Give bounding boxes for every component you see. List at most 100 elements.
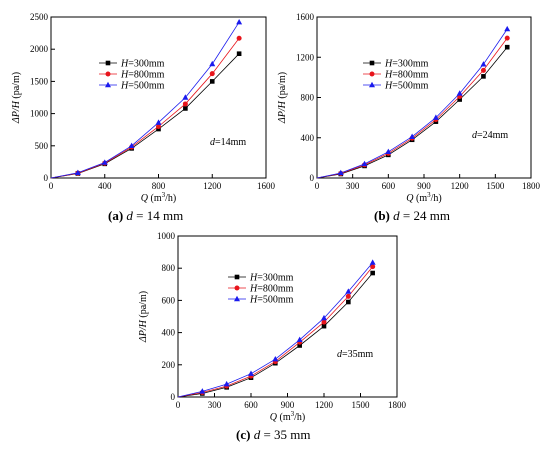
chart-b-ytick-label-1: 400 <box>301 133 315 143</box>
chart-c-series-2-point-3 <box>248 370 254 376</box>
chart-b-xtick-label-0: 0 <box>315 181 320 191</box>
chart-c-legend-marker-0 <box>234 274 240 280</box>
chart-c-ytick-label-4: 800 <box>162 263 176 273</box>
chart-a-annotation-text: =14mm <box>215 137 246 148</box>
chart-c-annotation-text: =35mm <box>342 349 373 360</box>
chart-b-legend-var-2: H <box>384 81 393 92</box>
chart-a-legend-label-1: H=800mm <box>120 70 165 81</box>
chart-a-series-2-point-3 <box>128 142 135 148</box>
chart-a-series-2-line <box>50 21 240 179</box>
chart-b-legend-item-1: H=800mm <box>363 70 429 81</box>
chart-c-series-2-point-6 <box>321 314 327 321</box>
chart-a-series-2-point-6 <box>209 60 216 67</box>
chart-b-xlabel-sup: 3 <box>427 191 431 199</box>
chart-b-series-2-point-6 <box>456 90 463 96</box>
chart-b-ylabel-var: ΔP/H <box>277 100 288 124</box>
chart-c-xtick-label-0: 0 <box>176 400 181 410</box>
chart-b-legend-marker-1 <box>369 71 375 77</box>
chart-c-xlabel-text: (m <box>277 412 291 423</box>
chart-b-ytick-label-2: 800 <box>301 93 315 103</box>
chart-b-xtick-label-5: 1500 <box>486 181 505 191</box>
chart-a-series-2-point-2 <box>101 159 108 165</box>
chart-b-series-1-point-8 <box>504 35 510 41</box>
chart-c-legend-label-1: H=800mm <box>249 284 294 295</box>
chart-b-series-2-line <box>316 28 508 179</box>
chart-a-legend-var-2: H <box>120 81 129 92</box>
chart-c-series-1-point-7 <box>345 293 351 299</box>
caption-a: (a) d = 14 mm <box>108 208 183 224</box>
chart-a-legend-item-2: H=500mm <box>99 81 165 92</box>
chart-c-legend-item-1: H=800mm <box>228 284 294 295</box>
chart-a-legend-text-0: =300mm <box>128 59 164 70</box>
chart-c-legend-item-2: H=500mm <box>228 295 294 306</box>
chart-b-series-2-point-5 <box>432 114 439 120</box>
chart-c-legend-var-0: H <box>249 273 258 284</box>
chart-c-legend-text-2: =500mm <box>257 295 293 306</box>
chart-c-legend-text-0: =300mm <box>257 273 293 284</box>
chart-b-series-1 <box>316 35 510 179</box>
chart-c-legend-marker-2 <box>234 295 240 302</box>
chart-c-legend-text-1: =800mm <box>257 284 293 295</box>
chart-b-xtick-label-1: 300 <box>346 181 360 191</box>
chart-c-xtick-label-6: 1800 <box>388 400 407 410</box>
chart-a-xlabel: Q (m3/h) <box>141 191 176 204</box>
chart-c-xtick-label-5: 1500 <box>352 400 371 410</box>
chart-c-series-2-point-2 <box>223 380 230 387</box>
chart-c-annotation-var: d <box>337 349 343 360</box>
chart-c-series-2-point-4 <box>272 355 279 362</box>
chart-b-legend-item-2: H=500mm <box>363 81 429 92</box>
chart-b-xlabel: Q (m3/h) <box>406 191 441 204</box>
chart-a-series-0-point-5 <box>183 106 188 111</box>
chart-a-series-1-point-4 <box>156 123 161 129</box>
caption-c-label: (c) <box>236 427 251 442</box>
chart-a-annotation: d=14mm <box>210 137 246 148</box>
chart-b-legend-label-2: H=500mm <box>384 81 429 92</box>
chart-b-ytick-label-0: 0 <box>310 173 315 183</box>
chart-c-series-2-point-8 <box>369 259 376 265</box>
chart-c-xtick-label-4: 1200 <box>315 400 334 410</box>
chart-b-legend-text-1: =800mm <box>392 70 428 81</box>
chart-c-ylabel: ΔP/H (pa/m) <box>138 291 149 343</box>
chart-b-series-0-point-7 <box>481 74 486 79</box>
chart-c-xtick-label-3: 900 <box>281 400 295 410</box>
chart-c-series-0-point-7 <box>346 299 351 305</box>
chart-b-series-0-point-6 <box>457 97 462 102</box>
chart-b-series-2-point-1 <box>337 169 344 176</box>
caption-a-label: (a) <box>108 208 124 223</box>
chart-a-xtick-label-4: 1600 <box>257 181 276 191</box>
chart-c-xlabel-sup: 3 <box>291 410 295 418</box>
chart-a-frame <box>50 16 267 179</box>
chart-b-legend-var-0: H <box>384 59 393 70</box>
chart-a-legend-item-0: H=300mm <box>99 59 165 70</box>
chart-b-ylabel: ΔP/H (pa/m) <box>277 72 288 124</box>
chart-c-series-2-point-5 <box>296 336 303 343</box>
chart-a-series-1-point-5 <box>182 101 188 107</box>
chart-a-ytick-label-4: 2000 <box>30 44 49 54</box>
chart-c-ytick-label-2: 400 <box>162 328 176 338</box>
chart-c-series-2 <box>177 259 376 398</box>
chart-b-xtick-label-4: 1200 <box>451 181 470 191</box>
chart-a-ylabel: ΔP/H (pa/m) <box>11 72 22 124</box>
chart-a-legend-text-1: =800mm <box>128 70 164 81</box>
chart-b-annotation-text: =24mm <box>477 130 508 141</box>
chart-b-series-2-point-2 <box>361 160 368 167</box>
chart-a-series-1 <box>50 35 242 179</box>
chart-a-series-0-point-6 <box>209 79 215 84</box>
chart-a-series-2 <box>50 18 243 179</box>
chart-b-ytick-label-4: 1600 <box>296 12 315 22</box>
chart-c-xlabel-tail: /h) <box>294 412 305 423</box>
chart-a-legend-label-2: H=500mm <box>120 81 165 92</box>
chart-b: 0 300 600 900 1200 1500 1800 0 400 800 1200 1600 Q (… <box>277 12 541 204</box>
chart-a-legend-text-2: =500mm <box>128 81 164 92</box>
chart-b-xlabel-tail: /h) <box>431 193 442 204</box>
chart-b-xlabel-var: Q <box>406 193 414 204</box>
chart-b-legend-item-0: H=300mm <box>363 59 429 70</box>
chart-a-ytick-label-3: 1500 <box>30 76 49 86</box>
chart-b-xtick-label-3: 900 <box>417 181 431 191</box>
chart-a-legend-var-1: H <box>120 70 129 81</box>
chart-c-series-1-point-6 <box>321 319 327 325</box>
chart-b-legend-label-1: H=800mm <box>384 70 429 81</box>
chart-c-ytick-label-5: 1000 <box>157 231 176 241</box>
chart-a-legend-marker-1 <box>105 71 111 77</box>
